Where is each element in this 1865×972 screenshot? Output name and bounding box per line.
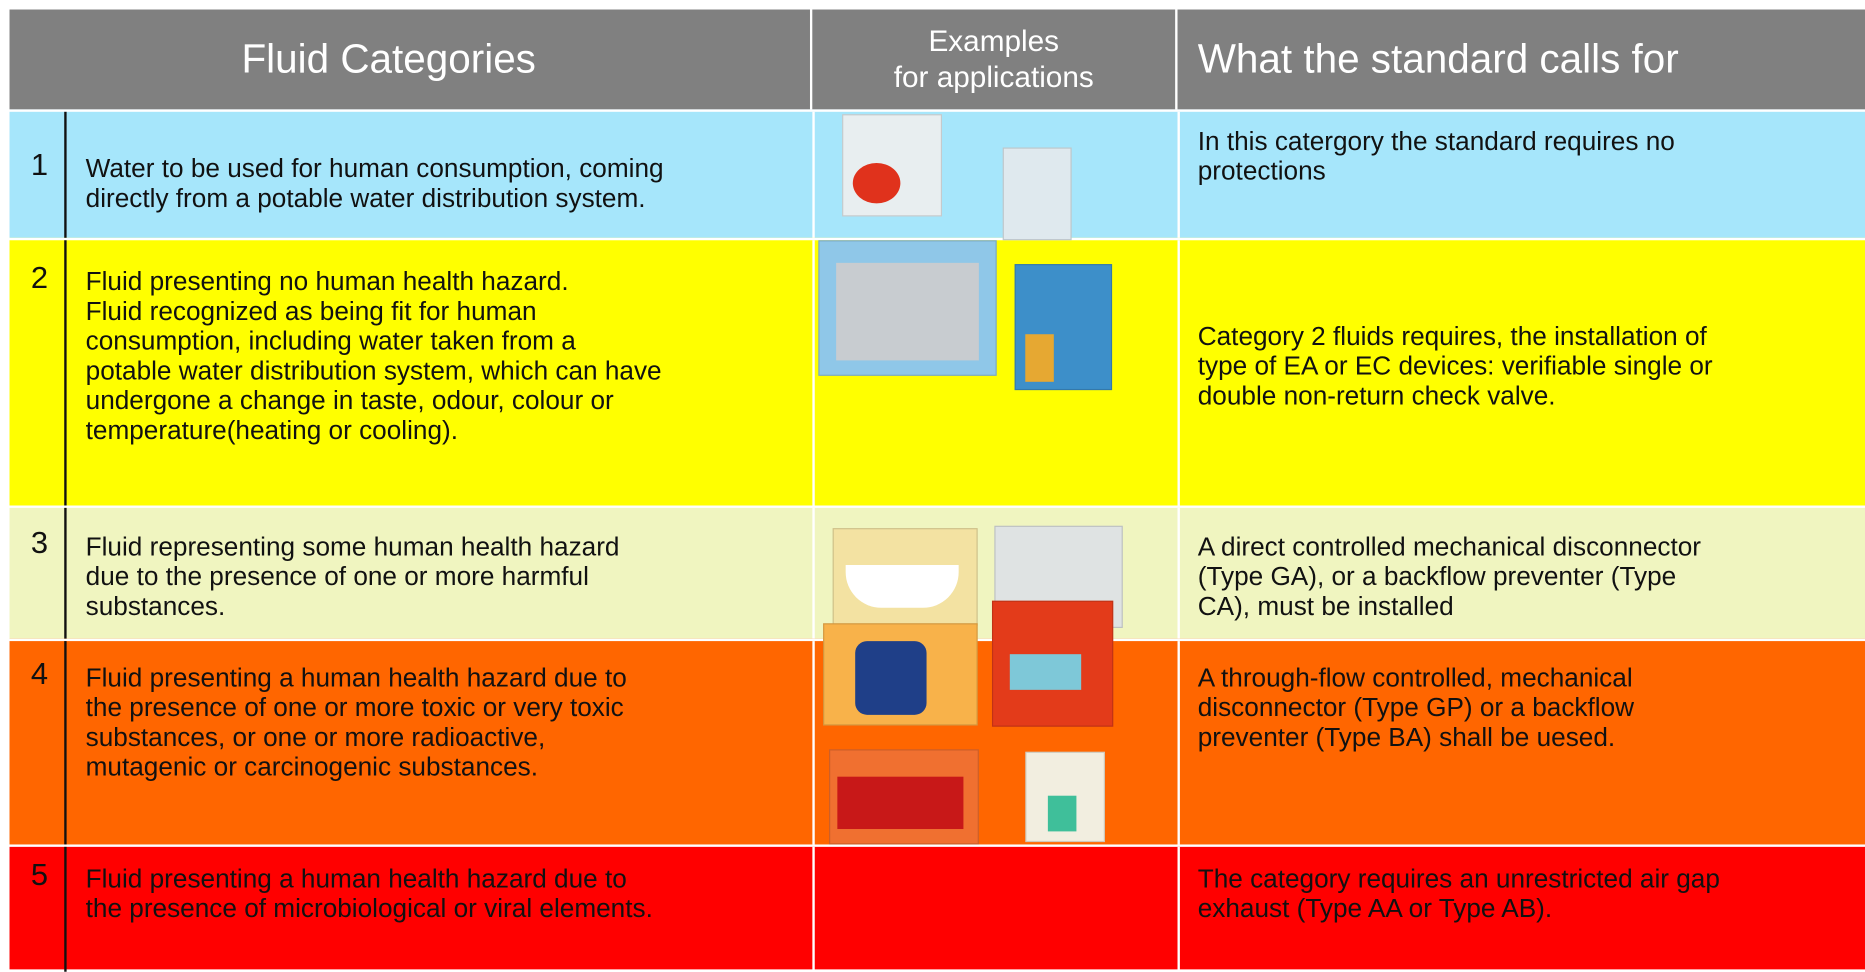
divider <box>64 507 67 642</box>
requirement: In this catergory the standard requires … <box>1198 126 1864 185</box>
text-line: The category requires an unrestricted ai… <box>1197 863 1720 894</box>
image <box>823 623 978 726</box>
text-line: substances, or one or more radioactive, <box>85 721 546 752</box>
image <box>832 528 978 626</box>
divider <box>64 846 67 972</box>
image <box>1002 147 1072 241</box>
divider <box>1177 111 1180 241</box>
text-line: Fluid recognized as being fit for human <box>85 296 537 326</box>
header-text: What the standard calls for <box>1197 36 1679 82</box>
image <box>829 749 979 845</box>
category-number: 1 <box>30 146 49 182</box>
image <box>991 600 1114 727</box>
category-number: 5 <box>30 856 49 893</box>
text-line: undergone a change in taste, odour, colo… <box>85 385 614 416</box>
text-line: mutagenic or carcinogenic substances. <box>85 751 539 782</box>
text-line: the presence of microbiological or viral… <box>85 893 653 923</box>
text-line: the presence of one or more toxic or ver… <box>85 692 624 722</box>
text-line: A direct controlled mechanical disconnec… <box>1197 531 1702 562</box>
divider <box>812 240 815 508</box>
text-line: potable water distribution system, which… <box>85 355 662 386</box>
image <box>818 240 997 376</box>
divider <box>64 641 67 847</box>
image <box>1025 751 1105 843</box>
text-line: Fluid presenting a human health hazard d… <box>85 662 627 693</box>
text-line: due to the presence of one or more harmf… <box>85 561 589 592</box>
divider <box>812 641 815 847</box>
requirement: A direct controlled mechanical disconnec… <box>1198 532 1864 621</box>
text-line: disconnector (Type GP) or a backflow <box>1197 692 1635 722</box>
description: Water to be used for human consumption, … <box>86 153 812 212</box>
text-line: A through-flow controlled, mechanical <box>1197 662 1633 693</box>
text-line: preventer (Type BA) shall be uesed. <box>1197 721 1616 752</box>
divider <box>1177 507 1180 642</box>
description: Fluid presenting a human health hazard d… <box>86 663 812 782</box>
text-line: temperature(heating or cooling). <box>85 415 458 445</box>
divider <box>1177 641 1180 847</box>
category-number: 2 <box>30 259 49 295</box>
text-line: Category 2 fluids requires, the installa… <box>1197 321 1707 351</box>
header-text: for applications <box>893 60 1094 94</box>
text-line: protections <box>1197 155 1326 186</box>
text-line: Water to be used for human consumption, … <box>85 153 664 184</box>
text-line: substances. <box>85 591 226 621</box>
header-cell: Examples for applications <box>812 9 1178 110</box>
divider <box>812 507 815 642</box>
text-line: Fluid presenting a human health hazard d… <box>85 863 627 894</box>
description: Fluid presenting a human health hazard d… <box>86 864 812 923</box>
description: Fluid representing some human health haz… <box>86 532 812 621</box>
category-number: 3 <box>30 524 49 561</box>
divider <box>64 111 67 241</box>
header-cell: What the standard calls for <box>1177 9 1865 110</box>
divider <box>1177 846 1180 972</box>
requirement: A through-flow controlled, mechanical dis… <box>1198 663 1864 752</box>
text-line: In this catergory the standard requires … <box>1197 126 1675 156</box>
header-text: Fluid Categories <box>241 36 536 82</box>
divider <box>812 846 815 972</box>
text-line: double non-return check valve. <box>1197 380 1556 411</box>
text-line: type of EA or EC devices: verifiable sin… <box>1197 350 1713 381</box>
requirement: The category requires an unrestricted ai… <box>1198 864 1864 923</box>
divider <box>1177 240 1180 508</box>
category-number: 4 <box>30 655 49 692</box>
text-line: Fluid representing some human health haz… <box>85 531 620 562</box>
text-line: CA), must be installed <box>1197 591 1454 621</box>
text-line: consumption, including water taken from … <box>85 325 576 356</box>
text-line: (Type GA), or a backflow preventer (Type <box>1197 561 1677 592</box>
row: 5 Fluid presenting a human health hazard … <box>9 844 1865 972</box>
description: Fluid presenting no human health hazard.… <box>86 266 812 444</box>
header-cell: Fluid Categories <box>9 9 813 110</box>
header-text: Examples <box>928 24 1060 59</box>
image <box>1014 264 1113 391</box>
text-line: Fluid presenting no human health hazard. <box>85 266 569 297</box>
text-line: directly from a potable water distributi… <box>85 183 646 213</box>
image <box>842 114 943 217</box>
text-line: exhaust (Type AA or Type AB). <box>1197 893 1553 923</box>
divider <box>64 240 67 508</box>
divider <box>812 111 815 241</box>
requirement: Category 2 fluids requires, the installa… <box>1198 321 1864 410</box>
